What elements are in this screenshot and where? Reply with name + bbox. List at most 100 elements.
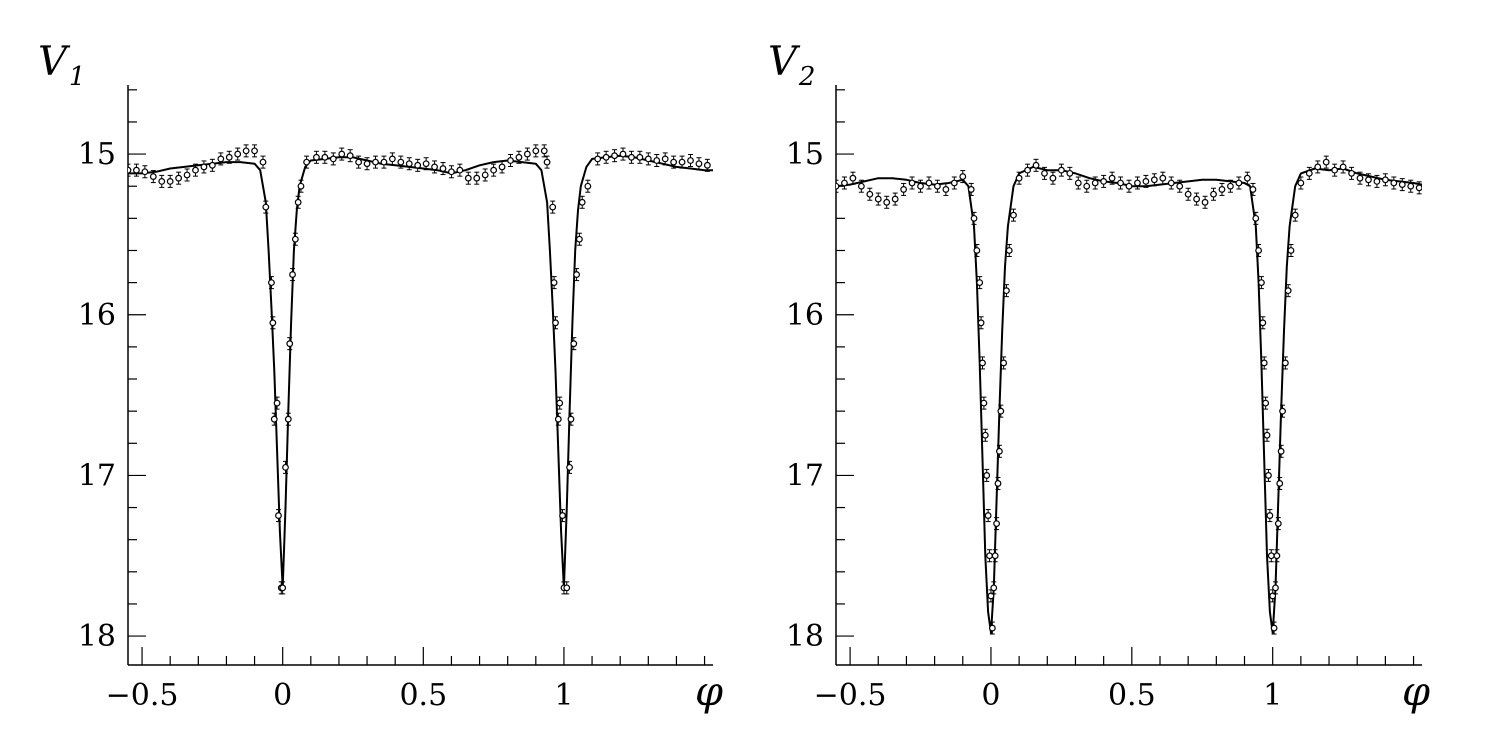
y-tick-label: 17 [78, 458, 116, 493]
observation-point [988, 621, 996, 635]
observation-point [611, 149, 618, 163]
observation-point [1373, 174, 1381, 188]
observation-point [269, 316, 277, 330]
y-tick-label: 16 [786, 298, 824, 333]
observation-point [703, 158, 711, 172]
x-tick-label: −0.5 [814, 678, 887, 713]
observation-point [268, 276, 275, 290]
observation-point [661, 152, 669, 166]
observation-point [1390, 176, 1398, 190]
observation-point [234, 147, 242, 161]
observation-point [1284, 284, 1292, 298]
observation-point [1184, 187, 1192, 201]
observation-point [1356, 171, 1364, 185]
observation-point [405, 157, 413, 171]
observation-point [1258, 276, 1265, 290]
observation-point [422, 157, 430, 171]
observation-point [584, 179, 592, 193]
x-tick-label: 0.5 [399, 678, 447, 713]
observation-point [1339, 160, 1347, 174]
x-tick-label: 1 [1263, 678, 1282, 713]
observation-point [225, 150, 233, 164]
observation-point [158, 174, 166, 188]
observation-point [380, 155, 388, 169]
y-tick-label: 15 [78, 137, 116, 172]
x-axis-label: φ [1402, 669, 1430, 715]
observation-point [456, 163, 464, 177]
observation-point [1297, 176, 1305, 190]
observation-point [431, 160, 438, 174]
observation-point [481, 168, 489, 182]
observation-point [980, 396, 988, 410]
observation-point [836, 179, 840, 193]
observation-point [291, 232, 299, 246]
observation-point [1066, 166, 1074, 180]
observation-point [303, 155, 310, 169]
observation-point [329, 152, 337, 166]
observation-point [874, 192, 882, 206]
observation-point [1276, 476, 1284, 490]
observation-point [1407, 179, 1415, 193]
observation-point [270, 412, 278, 426]
observation-point [1267, 549, 1275, 563]
observation-point [1263, 428, 1271, 442]
observation-point [1150, 173, 1158, 187]
observation-point [1108, 171, 1116, 185]
observation-point [1235, 176, 1243, 190]
observation-point [192, 163, 199, 177]
y-axis-label: V2 [768, 39, 815, 92]
x-tick-label: −0.5 [106, 678, 179, 713]
observation-point [1142, 174, 1150, 188]
observation-point [857, 179, 865, 193]
chart-panel-2: −0.5 0 0.5 1 15 16 17 18 V2 φ [768, 39, 1430, 715]
observation-point [925, 176, 933, 190]
observation-point [1277, 444, 1285, 458]
observation-point [566, 460, 573, 474]
observation-point [1365, 173, 1372, 187]
observation-point [128, 163, 132, 177]
observation-point [602, 150, 610, 164]
observation-point [473, 171, 481, 185]
observation-point [388, 152, 396, 166]
observation-point [636, 150, 644, 164]
observation-point [678, 155, 686, 169]
observation-point [1415, 181, 1422, 195]
observation-point [552, 316, 559, 330]
observation-point [1176, 179, 1184, 193]
observation-point [917, 179, 924, 193]
y-tick-label: 17 [786, 458, 824, 493]
observation-point [448, 165, 455, 179]
observation-point [282, 460, 289, 474]
observation-point [1201, 195, 1209, 209]
observation-point [321, 150, 329, 164]
observation-point [543, 155, 551, 169]
observation-point [594, 152, 602, 166]
observation-point [1024, 163, 1031, 177]
observation-point [891, 192, 899, 206]
observation-point [1049, 171, 1057, 185]
observation-point [1167, 176, 1175, 190]
observation-point [297, 179, 305, 193]
observation-point [1210, 187, 1217, 201]
y-tick-label: 18 [78, 619, 116, 654]
observation-point [567, 412, 575, 426]
y-axis-label: V1 [38, 39, 85, 92]
observation-point [1010, 208, 1017, 222]
observation-point [279, 581, 287, 595]
observation-point [1348, 166, 1355, 180]
model-light-curve [128, 154, 713, 589]
observation-point [1091, 176, 1099, 190]
observation-point [439, 162, 447, 176]
observation-point [1287, 243, 1295, 257]
y-tick-label: 16 [78, 298, 116, 333]
observation-point [507, 154, 514, 168]
observation-point [1279, 404, 1286, 418]
observation-point [175, 171, 183, 185]
observation-point [1249, 182, 1257, 196]
observation-point [973, 243, 981, 257]
observation-point [983, 468, 991, 482]
observation-point [986, 549, 993, 563]
observation-point [653, 154, 661, 168]
observation-point [841, 176, 848, 190]
model-light-curve [836, 165, 1422, 634]
